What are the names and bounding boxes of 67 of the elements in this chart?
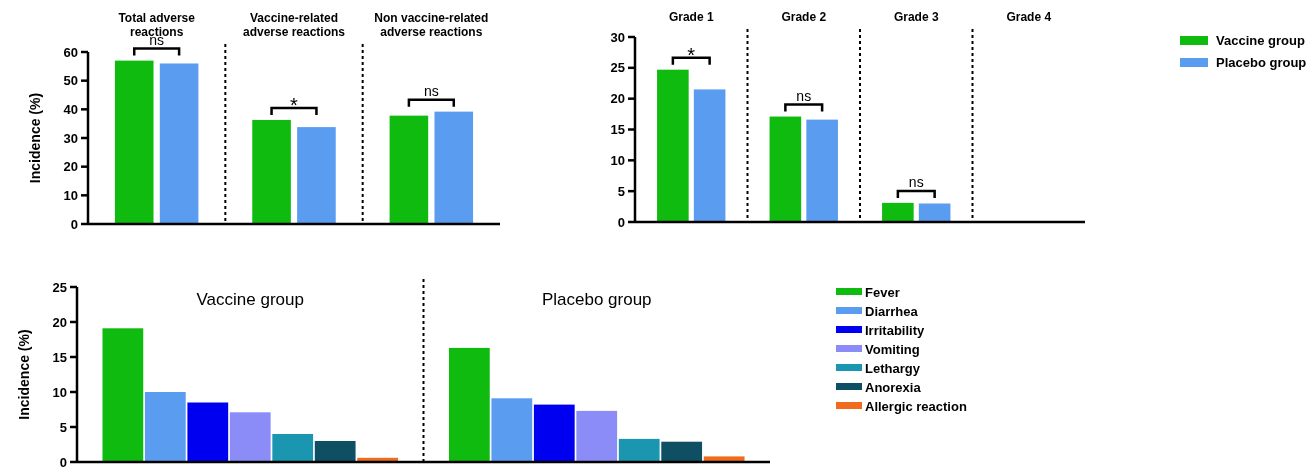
bar (703, 456, 745, 462)
bar (769, 116, 802, 222)
y-tick-label: 10 (52, 384, 67, 400)
y-tick-label: 40 (63, 101, 78, 117)
y-axis-title: Incidence (%) (27, 92, 43, 184)
legend-label: Anorexia (865, 379, 922, 395)
bar (576, 410, 618, 462)
bar (272, 434, 314, 462)
bar (159, 63, 199, 224)
annotation: ns (908, 173, 924, 190)
bar (661, 441, 703, 462)
bar (229, 412, 271, 462)
y-tick-label: 15 (52, 349, 67, 365)
y-tick-label: 0 (70, 216, 78, 232)
y-tick-label: 30 (610, 29, 625, 45)
y-tick-label: 0 (617, 214, 625, 230)
y-tick-label: 25 (52, 279, 67, 295)
y-tick-label: 15 (610, 122, 625, 138)
annotation: * (687, 43, 696, 66)
bar (918, 203, 951, 222)
legend-label: Vomiting (865, 341, 920, 357)
y-tick-label: 60 (63, 44, 78, 60)
y-tick-label: 20 (63, 159, 78, 175)
bar (314, 441, 356, 462)
bar (657, 69, 689, 222)
bar (102, 328, 144, 462)
y-tick-label: 20 (52, 314, 67, 330)
y-tick-label: 10 (610, 152, 625, 168)
annotation: ns (423, 82, 439, 99)
bar (491, 398, 533, 462)
annotation: * (290, 93, 299, 116)
bar (252, 119, 291, 224)
y-tick-label: 5 (617, 183, 625, 199)
bar (144, 392, 186, 462)
bar (434, 111, 474, 224)
y-tick-label: 5 (59, 419, 67, 435)
y-axis-title: Incidence (%) (16, 329, 32, 420)
legend-label: Diarrhea (865, 303, 919, 319)
x-tick-label: Grade 1 (668, 10, 714, 24)
annotation: ns (796, 87, 812, 104)
y-tick-label: 25 (610, 60, 625, 76)
x-tick-label: Grade 3 (893, 10, 939, 24)
bar (114, 60, 154, 224)
x-tick-label: Vaccine-related adverse reactions (242, 11, 346, 39)
legend-label: Irritability (865, 322, 926, 338)
y-tick-label: 30 (63, 130, 78, 146)
legend-label: Fever (865, 284, 900, 300)
legend-label: Placebo group (1216, 54, 1307, 70)
x-tick-label: Total adverse reactions (118, 11, 196, 39)
bar (533, 404, 575, 462)
x-tick-label: Grade 4 (1006, 10, 1052, 24)
y-tick-label: 10 (63, 187, 78, 203)
bar (389, 115, 429, 224)
bar (448, 347, 490, 462)
bar (882, 202, 914, 222)
legend-label: Lethargy (865, 360, 921, 376)
bar (187, 402, 229, 462)
x-tick-label: Non vaccine-related adverse reactions (374, 11, 489, 39)
x-tick-label: Grade 2 (781, 10, 827, 24)
bar (693, 89, 726, 222)
bar (806, 119, 838, 222)
legend-label: Allergic reaction (865, 398, 967, 414)
bar (618, 438, 660, 462)
bar (297, 127, 336, 224)
y-tick-label: 50 (63, 73, 78, 89)
y-tick-label: 20 (610, 91, 625, 107)
y-tick-label: 0 (59, 454, 67, 469)
